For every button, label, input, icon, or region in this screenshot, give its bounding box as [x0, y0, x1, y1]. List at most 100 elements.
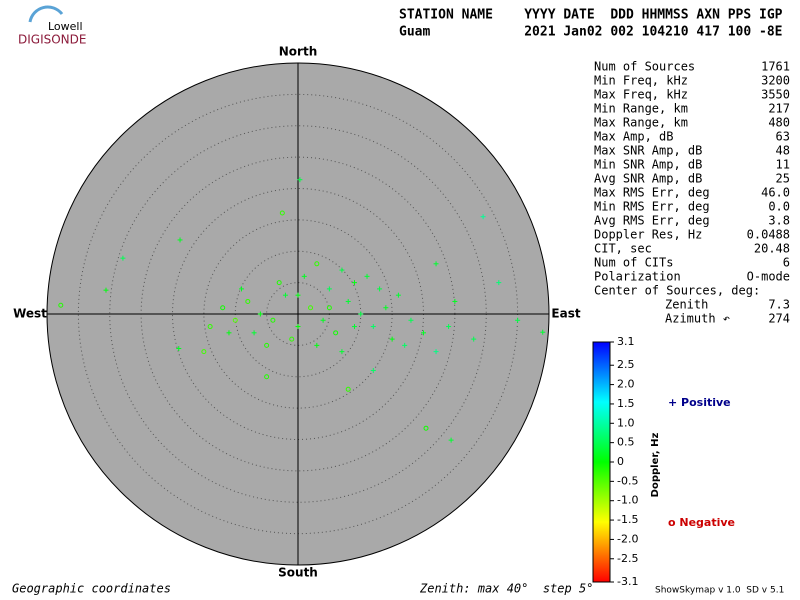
- source-positive: [540, 329, 546, 335]
- source-positive: [364, 273, 370, 279]
- source-positive: [448, 437, 454, 443]
- legend-positive: + Positive: [668, 396, 731, 409]
- source-negative: [276, 280, 282, 286]
- source-positive: [301, 273, 307, 279]
- stat-label: Max Range, km: [594, 116, 688, 130]
- stat-label: Max Freq, kHz: [594, 88, 688, 102]
- source-positive: [402, 342, 408, 348]
- source-positive: [345, 298, 351, 304]
- dir-east: East: [551, 307, 580, 321]
- stat-label: Min SNR Amp, dB: [594, 158, 702, 172]
- source-positive: [377, 286, 383, 292]
- stat-label: Max Amp, dB: [594, 130, 673, 144]
- stat-value: O-mode: [747, 270, 790, 284]
- colorbar-label: 0: [617, 455, 624, 468]
- stat-label: Doppler Res, Hz: [594, 228, 702, 242]
- source-positive: [295, 324, 301, 330]
- logo-top: Lowell: [48, 20, 83, 33]
- source-positive: [339, 267, 345, 273]
- stat-value: 3.8: [768, 214, 790, 228]
- footer-left: Geographic coordinates: [12, 582, 171, 596]
- stat-value: 3550: [761, 88, 790, 102]
- stat-label: Num of CITs: [594, 256, 673, 270]
- source-negative: [345, 386, 351, 392]
- source-positive: [395, 292, 401, 298]
- stat-value: 6: [783, 256, 790, 270]
- source-positive: [421, 330, 426, 336]
- colorbar: [592, 341, 611, 583]
- source-negative: [264, 342, 270, 348]
- source-negative: [289, 336, 295, 342]
- source-negative: [279, 210, 285, 216]
- colorbar-label: -1.5: [617, 513, 638, 526]
- stat-label: Min RMS Err, deg: [594, 200, 710, 214]
- colorbar-label: -1.0: [617, 494, 638, 507]
- source-positive: [370, 367, 376, 373]
- dir-north: North: [279, 45, 317, 59]
- stat-label: CIT, sec: [594, 242, 652, 256]
- source-negative: [245, 298, 251, 304]
- source-positive: [433, 349, 439, 355]
- colorbar-label: 0.5: [617, 436, 635, 449]
- center-zenith-label: Zenith: [665, 298, 708, 312]
- source-positive: [480, 214, 486, 220]
- source-positive: [351, 324, 357, 330]
- source-negative: [220, 305, 226, 311]
- source-positive: [226, 330, 232, 336]
- source-negative: [314, 261, 320, 267]
- source-positive: [177, 237, 183, 243]
- stat-value: 11: [776, 158, 790, 172]
- colorbar-label: 1.5: [617, 397, 635, 410]
- colorbar-label: 3.1: [617, 335, 635, 348]
- source-negative: [232, 317, 238, 323]
- colorbar-label: 2.5: [617, 358, 635, 371]
- source-positive: [239, 286, 245, 292]
- logo-swoosh: [28, 5, 64, 23]
- source-positive: [351, 280, 357, 286]
- source-positive: [176, 346, 182, 352]
- center-zenith: 7.3: [768, 298, 790, 312]
- source-positive: [314, 342, 320, 348]
- source-positive: [320, 317, 326, 323]
- stat-value: 3200: [761, 74, 790, 88]
- logo-bottom: DIGISONDE: [18, 33, 86, 47]
- source-positive: [295, 292, 301, 298]
- stat-value: 0.0: [768, 200, 790, 214]
- stat-label: Num of Sources: [594, 60, 695, 74]
- source-negative: [326, 305, 332, 311]
- stat-label: Polarization: [594, 270, 681, 284]
- source-negative: [423, 425, 429, 431]
- source-positive: [433, 261, 439, 267]
- source-negative: [58, 302, 64, 308]
- center-azimuth: 274: [768, 312, 790, 326]
- source-positive: [389, 336, 395, 342]
- legend-negative: o Negative: [668, 516, 735, 529]
- source-positive: [282, 292, 288, 298]
- stat-value: 217: [768, 102, 790, 116]
- source-positive: [452, 298, 458, 304]
- source-negative: [270, 317, 276, 323]
- stat-value: 480: [768, 116, 790, 130]
- stat-value: 48: [776, 144, 790, 158]
- source-positive: [446, 324, 452, 330]
- stat-label: Avg SNR Amp, dB: [594, 172, 702, 186]
- source-positive: [103, 287, 109, 293]
- source-negative: [207, 324, 213, 330]
- colorbar-label: -0.5: [617, 474, 638, 487]
- source-positive: [358, 311, 364, 317]
- source-positive: [471, 336, 477, 342]
- source-positive: [408, 317, 414, 323]
- source-positive: [496, 280, 502, 286]
- source-positive: [339, 349, 345, 355]
- dir-south: South: [278, 566, 318, 580]
- source-positive: [251, 330, 257, 336]
- colorbar-label: -2.5: [617, 552, 638, 565]
- source-positive: [257, 311, 263, 317]
- colorbar-label: 1.0: [617, 416, 635, 429]
- stat-value: 46.0: [761, 186, 790, 200]
- source-positive: [297, 177, 303, 183]
- header-values: Guam 2021 Jan02 002 104210 417 100 -8E: [399, 25, 783, 40]
- source-positive: [370, 324, 376, 330]
- stat-value: 1761: [761, 60, 790, 74]
- footer-right: ShowSkymap v 1.0 SD v 5.1: [655, 586, 784, 596]
